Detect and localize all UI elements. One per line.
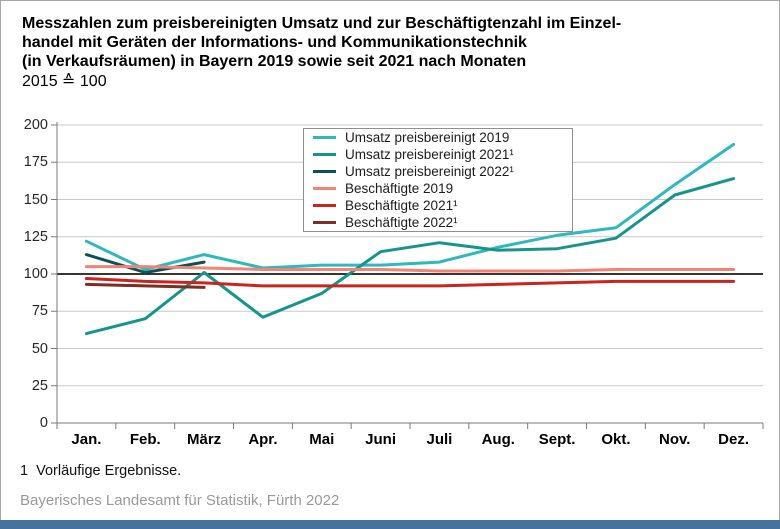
footnote: 1 Vorläufige Ergebnisse. — [20, 463, 182, 479]
legend-item-umsatz-2021: Umsatz preisbereinigt 2021¹ — [304, 146, 572, 163]
x-axis-label-sep: Sept. — [538, 431, 576, 448]
y-axis-label: 0 — [39, 415, 48, 431]
y-axis-label: 175 — [23, 154, 48, 171]
legend: Umsatz preisbereinigt 2019 Umsatz preisb… — [303, 128, 573, 232]
chart-title-line-1: Messzahlen zum preisbereinigten Umsatz u… — [22, 15, 622, 32]
legend-line-swatch — [313, 136, 336, 139]
y-axis-label: 200 — [23, 117, 48, 133]
y-axis-label: 25 — [31, 377, 48, 394]
x-axis-label-jul: Juli — [426, 431, 453, 448]
legend-label: Umsatz preisbereinigt 2019 — [345, 130, 510, 145]
legend-item-beschaeftigte-2019: Beschäftigte 2019 — [304, 180, 572, 197]
chart-title-line-3: (in Verkaufsräumen) in Bayern 2019 sowie… — [22, 53, 527, 70]
x-axis-label-dez: Dez. — [718, 431, 749, 448]
legend-label: Umsatz preisbereinigt 2022¹ — [345, 164, 514, 179]
x-axis-label-okt: Okt. — [601, 431, 631, 448]
legend-line-swatch — [313, 153, 336, 156]
y-axis-label: 75 — [31, 303, 48, 320]
y-axis-label: 100 — [23, 266, 48, 282]
legend-item-umsatz-2022: Umsatz preisbereinigt 2022¹ — [304, 163, 572, 180]
chart-title-line-2: handel mit Geräten der Informations- und… — [22, 34, 527, 51]
y-axis-label: 125 — [23, 228, 48, 245]
legend-label: Beschäftigte 2021¹ — [345, 198, 458, 213]
source-attribution: Bayerisches Landesamt für Statistik, Für… — [20, 492, 340, 509]
x-axis-label-mai: Mai — [309, 431, 335, 448]
legend-item-umsatz-2019: Umsatz preisbereinigt 2019 — [304, 129, 572, 146]
x-axis-label-jan: Jan. — [71, 431, 102, 448]
title-block: Messzahlen zum preisbereinigten Umsatz u… — [22, 14, 621, 92]
x-axis-label-jun: Juni — [365, 431, 396, 448]
legend-item-beschaeftigte-2021: Beschäftigte 2021¹ — [304, 197, 572, 214]
y-axis-label: 50 — [31, 340, 48, 357]
plot-area — [51, 122, 764, 429]
legend-item-beschaeftigte-2022: Beschäftigte 2022¹ — [304, 214, 572, 231]
legend-line-swatch — [313, 170, 336, 173]
x-axis-label-aug: Aug. — [481, 431, 515, 448]
index-base-note: 2015 ≙ 100 — [22, 73, 107, 90]
legend-line-swatch — [313, 221, 336, 224]
x-axis-label-apr: Apr. — [248, 431, 278, 448]
legend-label: Beschäftigte 2019 — [345, 181, 454, 196]
x-axis-label-feb: Feb. — [129, 431, 161, 448]
legend-line-swatch — [313, 187, 336, 190]
y-axis-label: 150 — [23, 191, 48, 208]
legend-label: Beschäftigte 2022¹ — [345, 215, 458, 230]
bottom-accent-bar — [0, 520, 780, 529]
legend-label: Umsatz preisbereinigt 2021¹ — [345, 147, 514, 162]
legend-line-swatch — [313, 204, 336, 207]
x-axis-label-nov: Nov. — [659, 431, 691, 448]
x-axis-label-mar: März — [186, 431, 222, 448]
